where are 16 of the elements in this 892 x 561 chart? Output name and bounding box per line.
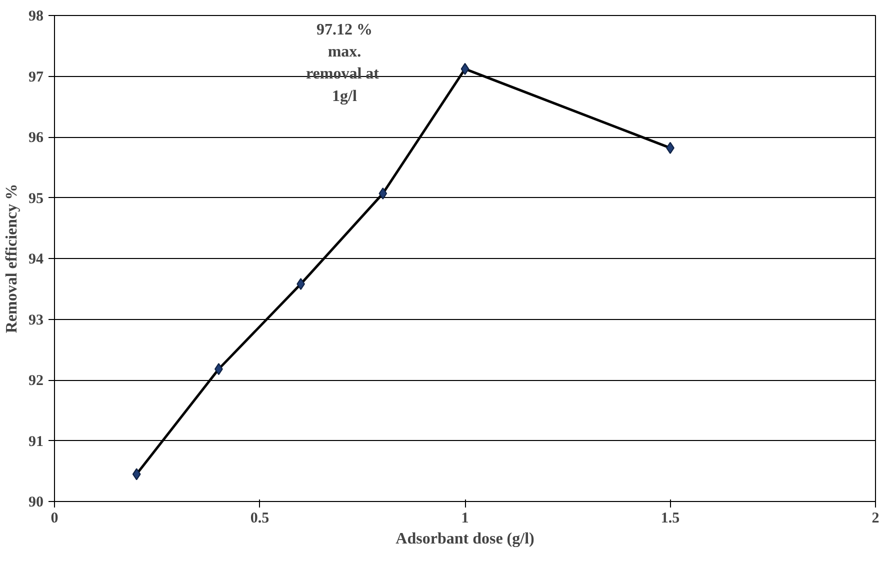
y-tick-label: 95: [28, 190, 44, 207]
x-tick-label: 2: [872, 510, 880, 526]
y-tick-label: 94: [28, 252, 44, 268]
y-tick-label: 90: [28, 494, 44, 510]
y-tick-label: 98: [28, 8, 44, 24]
x-tick-label: 1.5: [660, 510, 680, 526]
x-tick-label: 0: [50, 510, 58, 526]
y-tick-label: 96: [28, 130, 44, 146]
x-axis-title: Adsorbant dose (g/l): [396, 530, 534, 548]
x-tick-label: 0.5: [250, 510, 270, 526]
y-tick-label: 93: [28, 312, 44, 328]
y-tick-label: 92: [28, 373, 44, 389]
y-tick-label: 97: [28, 69, 44, 86]
y-axis-title: Removal efficiency %: [4, 184, 20, 334]
x-tick-label: 1: [461, 510, 469, 526]
y-tick-label: 91: [28, 434, 44, 450]
